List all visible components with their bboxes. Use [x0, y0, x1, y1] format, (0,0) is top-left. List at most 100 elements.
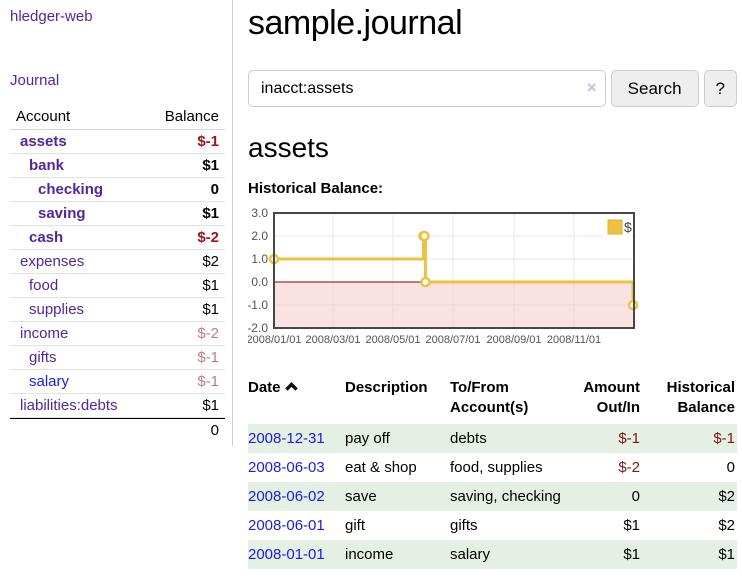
account-link-checking[interactable]: checking [38, 181, 104, 198]
account-link-gifts[interactable]: gifts [29, 349, 57, 366]
account-balance: $1 [143, 274, 225, 298]
main-content: sample.journal × Search ? assets Histori… [246, 0, 737, 569]
transaction-date-link[interactable]: 2008-06-02 [248, 488, 325, 505]
register-header-accounts: To/From Account(s) [450, 379, 529, 416]
register-row: 2008-06-01 gift gifts $1 $2 [248, 511, 737, 540]
register-header-amount: Amount Out/In [583, 379, 640, 416]
transaction-balance: 0 [726, 459, 735, 476]
register-row: 2008-01-01 income salary $1 $1 [248, 540, 737, 569]
account-balance: $-1 [143, 346, 225, 370]
account-row: expenses $2 [10, 250, 225, 274]
transaction-accounts: food, supplies [450, 459, 543, 476]
accounts-total-value: 0 [143, 418, 225, 442]
account-heading: assets [248, 132, 329, 163]
accounts-header-balance: Balance [143, 105, 225, 130]
transaction-balance: $1 [718, 546, 735, 563]
page-title: sample.journal [248, 4, 463, 42]
account-balance: $-2 [143, 322, 225, 346]
accounts-header-account: Account [10, 105, 144, 130]
transaction-balance: $2 [718, 517, 735, 534]
account-link-expenses[interactable]: expenses [20, 253, 85, 270]
transaction-balance: $2 [718, 488, 735, 505]
account-row: salary $-1 [10, 370, 225, 394]
transaction-description: pay off [345, 430, 390, 447]
chart-title: Historical Balance: [248, 180, 384, 197]
clear-search-icon[interactable]: × [586, 78, 597, 97]
svg-text:2008/01/01: 2008/01/01 [248, 334, 302, 346]
register-header-description: Description [345, 379, 428, 396]
search-input[interactable] [248, 70, 606, 107]
account-balance: $-1 [143, 370, 225, 394]
svg-text:2008/05/01: 2008/05/01 [365, 334, 420, 346]
transaction-accounts: debts [450, 430, 487, 447]
transaction-amount: $-1 [618, 430, 640, 447]
accounts-table: Account Balance assets $-1 bank $1 check… [10, 105, 225, 442]
transaction-amount: $1 [623, 546, 640, 563]
account-balance: $1 [143, 298, 225, 322]
register-header-balance: Historical Balance [666, 379, 735, 416]
account-row: bank $1 [10, 154, 225, 178]
account-balance: $-1 [143, 130, 225, 154]
account-link-income[interactable]: income [20, 325, 69, 342]
chart-canvas: 2008/01/01 2008/03/01 2008/05/01 2008/07/01… [246, 206, 639, 346]
account-link-bank[interactable]: bank [29, 157, 65, 174]
transaction-balance: $-1 [713, 430, 735, 447]
account-balance: $2 [143, 250, 225, 274]
account-link-food[interactable]: food [29, 277, 59, 294]
svg-text:-1.0: -1.0 [248, 298, 268, 312]
help-button[interactable]: ? [703, 70, 737, 107]
register-header-date[interactable]: Date [248, 376, 345, 424]
sidebar: hledger-web Journal Account Balance asse… [0, 0, 232, 442]
transaction-description: income [345, 546, 394, 563]
transaction-amount: $1 [623, 517, 640, 534]
account-balance: 0 [143, 178, 225, 202]
register-table: Date Description To/From Account(s) Amou… [248, 376, 737, 569]
account-balance: $1 [143, 202, 225, 226]
svg-text:2008/03/01: 2008/03/01 [305, 334, 360, 346]
svg-text:2.0: 2.0 [251, 229, 268, 243]
account-row: income $-2 [10, 322, 225, 346]
svg-text:2008/11/01: 2008/11/01 [547, 334, 601, 346]
register-row: 2008-06-02 save saving, checking 0 $2 [248, 482, 737, 511]
sidebar-divider [232, 0, 233, 446]
account-balance: $1 [143, 394, 225, 418]
svg-text:1.0: 1.0 [251, 252, 268, 266]
account-link-cash[interactable]: cash [29, 229, 64, 246]
search-row: × Search ? [248, 70, 737, 107]
svg-text:2008/09/01: 2008/09/01 [486, 334, 541, 346]
register-row: 2008-06-03 eat & shop food, supplies $-2… [248, 453, 737, 482]
account-row: food $1 [10, 274, 225, 298]
account-row: assets $-1 [10, 130, 225, 154]
account-balance: $1 [143, 154, 225, 178]
svg-text:$: $ [624, 219, 632, 235]
account-row: liabilities:debts $1 [10, 394, 225, 418]
transaction-date-link[interactable]: 2008-01-01 [248, 546, 325, 563]
sort-ascending-icon [284, 382, 298, 391]
account-row: checking 0 [10, 178, 225, 202]
svg-text:-2.0: -2.0 [248, 321, 268, 335]
account-link-salary[interactable]: salary [29, 373, 70, 390]
account-link-saving[interactable]: saving [38, 205, 86, 222]
register-header-row: Date Description To/From Account(s) Amou… [248, 376, 737, 424]
svg-text:3.0: 3.0 [251, 206, 268, 220]
svg-text:2008/07/01: 2008/07/01 [425, 334, 480, 346]
historical-balance-chart: 2008/01/01 2008/03/01 2008/05/01 2008/07/01… [246, 206, 737, 355]
accounts-total-row: 0 [10, 418, 225, 442]
accounts-header-row: Account Balance [10, 105, 225, 130]
transaction-description: gift [345, 517, 366, 534]
account-link-supplies[interactable]: supplies [29, 301, 85, 318]
search-button[interactable]: Search [610, 70, 699, 107]
sidebar-item-journal[interactable]: Journal [10, 72, 60, 89]
account-link-assets[interactable]: assets [20, 133, 67, 150]
transaction-accounts: salary [450, 546, 491, 563]
register-row: 2008-12-31 pay off debts $-1 $-1 [248, 424, 737, 453]
transaction-accounts: gifts [450, 517, 478, 534]
transaction-date-link[interactable]: 2008-06-03 [248, 459, 325, 476]
account-row: gifts $-1 [10, 346, 225, 370]
transaction-date-link[interactable]: 2008-12-31 [248, 430, 325, 447]
transaction-date-link[interactable]: 2008-06-01 [248, 517, 325, 534]
account-link-liabilities-debts[interactable]: liabilities:debts [20, 397, 118, 414]
account-row: saving $1 [10, 202, 225, 226]
app-title-link[interactable]: hledger-web [10, 8, 93, 25]
transaction-accounts: saving, checking [450, 488, 561, 505]
